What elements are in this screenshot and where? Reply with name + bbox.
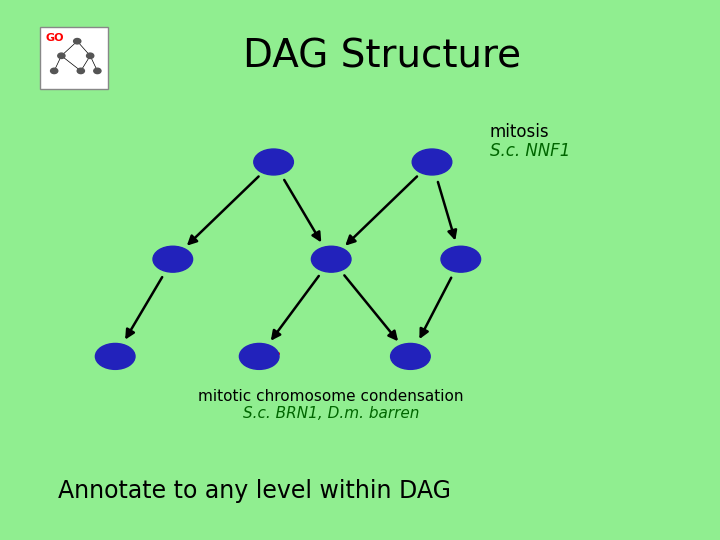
Ellipse shape	[441, 246, 481, 272]
Text: S.c. NNF1: S.c. NNF1	[490, 142, 570, 160]
Circle shape	[86, 53, 94, 58]
Text: GO: GO	[45, 33, 64, 44]
Circle shape	[94, 68, 101, 73]
Circle shape	[73, 38, 81, 44]
Text: S.c. BRN1, D.m. barren: S.c. BRN1, D.m. barren	[243, 406, 419, 421]
Text: mitosis: mitosis	[490, 123, 549, 141]
Ellipse shape	[311, 246, 351, 272]
Ellipse shape	[390, 343, 431, 369]
Text: mitotic chromosome condensation: mitotic chromosome condensation	[199, 389, 464, 404]
Ellipse shape	[95, 343, 135, 369]
FancyBboxPatch shape	[40, 27, 108, 89]
Circle shape	[58, 53, 65, 58]
Ellipse shape	[153, 246, 193, 272]
Ellipse shape	[239, 343, 279, 369]
Circle shape	[77, 68, 84, 73]
Circle shape	[50, 68, 58, 73]
Text: DAG Structure: DAG Structure	[243, 38, 521, 76]
Text: Annotate to any level within DAG: Annotate to any level within DAG	[58, 480, 451, 503]
Ellipse shape	[412, 149, 452, 175]
Ellipse shape	[254, 149, 294, 175]
